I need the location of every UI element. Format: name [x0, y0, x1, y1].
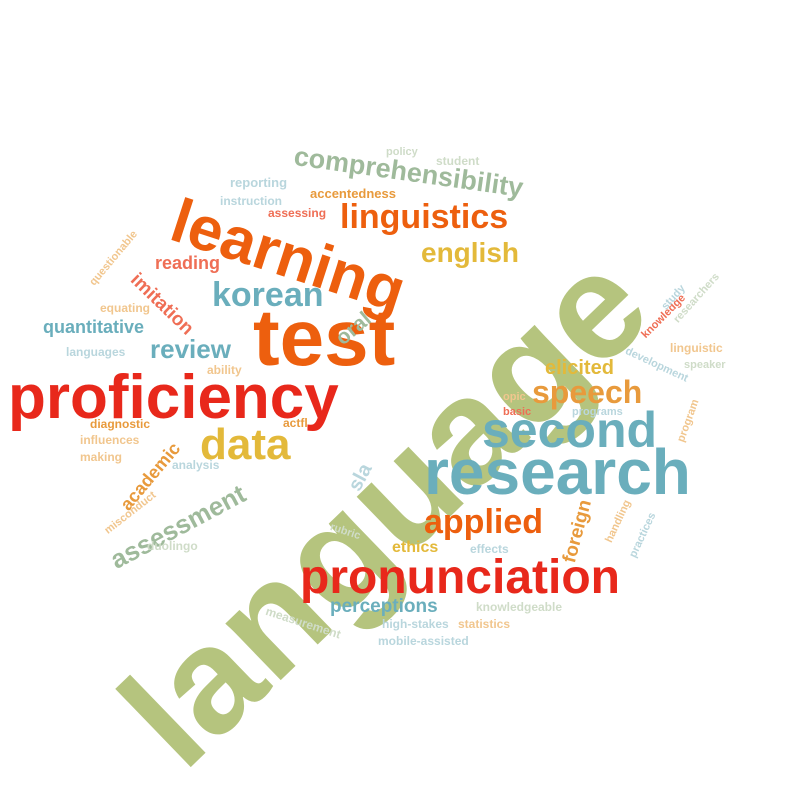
word-instruction: instruction — [220, 194, 282, 208]
word-test: test — [253, 293, 396, 382]
word-actfl: actfl — [283, 416, 308, 430]
word-effects: effects — [470, 542, 509, 556]
word-pronunciation: pronunciation — [300, 551, 620, 604]
word-influences: influences — [80, 433, 140, 447]
word-assessing: assessing — [268, 206, 327, 220]
word-basic: basic — [503, 406, 532, 418]
word-making: making — [80, 450, 123, 464]
word-ethics: ethics — [392, 539, 439, 556]
word-opic: opic — [503, 391, 526, 403]
word-practices: practices — [627, 510, 659, 560]
word-statistics: statistics — [458, 617, 511, 631]
word-linguistics: linguistics — [340, 198, 509, 236]
word-reading: reading — [155, 253, 221, 273]
word-policy: policy — [386, 146, 418, 158]
word-data: data — [200, 420, 291, 469]
word-english: english — [421, 237, 520, 268]
word-speech: speech — [532, 374, 643, 410]
word-research: research — [424, 436, 691, 508]
word-review: review — [150, 334, 231, 364]
word-elicited: elicited — [545, 357, 614, 379]
word-second: second — [482, 402, 658, 458]
word-analysis: analysis — [172, 458, 220, 472]
word-duolingo: duolingo — [147, 539, 198, 553]
word-student: student — [436, 154, 480, 168]
word-speaker: speaker — [684, 359, 726, 371]
word-proficiency: proficiency — [8, 363, 339, 432]
word-quantitative: quantitative — [43, 317, 145, 337]
word-mobile-assisted: mobile-assisted — [378, 634, 469, 648]
word-knowledgeable: knowledgeable — [476, 600, 563, 614]
word-equating: equating — [100, 301, 150, 315]
word-korean: korean — [212, 276, 324, 314]
word-reporting: reporting — [230, 175, 288, 190]
word-high-stakes: high-stakes — [382, 617, 449, 631]
word-accentedness: accentedness — [310, 186, 396, 201]
word-languages: languages — [66, 345, 126, 359]
word-perceptions: perceptions — [330, 596, 438, 617]
word-linguistic: linguistic — [670, 341, 723, 355]
word-ability: ability — [207, 363, 242, 377]
word-programs: programs — [572, 406, 623, 418]
word-program: program — [675, 397, 702, 444]
word-diagnostic: diagnostic — [90, 417, 151, 431]
word-applied: applied — [424, 503, 544, 541]
